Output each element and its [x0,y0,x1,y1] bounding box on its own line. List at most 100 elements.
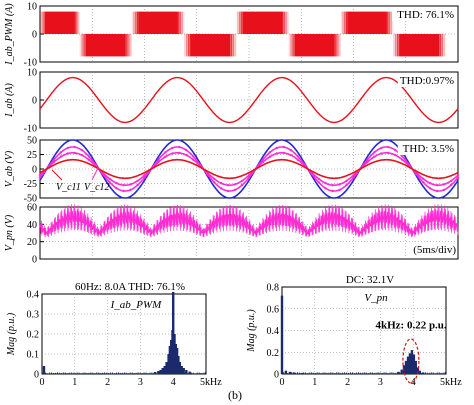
p3-series-1-marker [157,158,160,161]
p3-label-vc12: V_c12 [84,182,110,193]
s1-inner-label: I_ab_PWM [110,299,163,311]
p3-series-2-marker [317,177,320,180]
p4-ytick-label: 60 [27,203,37,214]
s2-bar [414,360,417,374]
p3-series-2-marker [442,183,446,186]
p1-halfcycle [184,34,237,57]
p3-series-2-marker [59,155,63,158]
panel-vpn: 60 40 20 0 (5ms/div) V_pn (V) [4,203,459,266]
p3-series-1-marker [366,158,369,161]
s2-bar [292,372,295,374]
p3-series-1-marker [233,188,237,191]
s1-bar [167,354,170,374]
p3-series-2-marker [115,182,118,185]
p3-series-2-marker [331,184,334,187]
p3-series-2-marker [324,182,327,185]
p3-series-1-marker [449,183,453,187]
p1-annotation: THD: 76.1% [397,9,454,21]
p3-series-1-marker [87,155,91,158]
s1-bar [154,372,157,374]
s2-bar [288,371,292,374]
p1-block [190,34,231,57]
p3-series-2-marker [226,184,230,187]
s1-bar [174,344,177,374]
p1-block [242,11,283,34]
p3-series-2-marker [366,160,369,164]
p3-series-2-marker [422,177,425,180]
p3-series-2-marker [387,151,390,155]
p3-series-1-marker [178,145,181,149]
p3-series-2-marker [87,158,91,161]
p3-series-1-marker [317,181,320,184]
p1-ylabel: I_ab_PWM (A) [4,3,15,66]
p1-halfcycle [340,11,394,34]
p3-series-2-marker [345,179,348,183]
p3-series-1-marker [456,176,460,179]
p3-series-1-marker [52,158,56,161]
s2-bar [408,353,412,374]
p1-pulse [282,11,284,34]
p3-series-2-marker [52,160,56,164]
p3-series-1-marker [296,155,299,158]
p3-series-2-marker [143,174,146,177]
p3-series-2-marker [435,184,439,187]
s2-xtick-label: 1 [312,377,317,388]
s1-xtick-label: 1 [72,377,77,388]
p3-series-1-marker [185,148,188,152]
p3-ylabel: V_ab (V) [4,150,15,187]
s2-xtick-label: 3 [378,377,383,388]
p3-series-2-marker [428,182,432,185]
panel-iab-pwm: 10 0 -10 THD: 76.1% I_ab_PWM (A) [4,2,459,69]
s1-bar [165,362,168,374]
s2-ytick-label: 0.2 [267,348,280,359]
p3-series-2-marker [122,184,125,187]
s2-bar [410,350,414,374]
p3-series-2-marker [456,174,460,177]
p1-pulse [241,11,242,34]
p3-label-vc11: V_c11 [56,182,81,193]
p3-series-1-marker [331,189,334,193]
s2-bar [280,295,284,374]
p2-series-0 [39,76,459,124]
p3-series-1-marker [164,151,167,154]
p3-series-1-marker [289,148,292,152]
p3-series-3 [39,158,459,180]
p3-series-1-marker [122,189,125,193]
p3-series-1-marker [129,188,132,191]
s1-bar [170,340,173,374]
p3-series-0 [39,139,459,199]
p3-series-1-marker [171,146,174,150]
s1-ytick-label: 0 [34,370,39,381]
p3-arrow-vc11 [51,169,63,181]
p2-annotation: THD:0.97% [400,75,454,87]
p3-series-1-marker [345,183,348,187]
p1-pulse [189,34,191,57]
s2-bar [404,360,408,374]
p3-series-1-marker [73,145,77,149]
p3-series-1-marker [268,151,272,154]
p3-series-1-marker [442,188,446,191]
p1-pulse [242,11,243,34]
s1-bar [185,370,188,374]
p1-halfcycle [131,11,185,34]
panel-vab: 50 25 0 -25 -50 THD: 3.5% V_ab (V) V_c11 V_c12 [4,136,460,205]
p3-series-1-marker [373,151,376,154]
p3-ytick-label: 50 [27,136,37,147]
s2-inner-label: V_pn [364,292,388,304]
p1-pulse [398,34,400,57]
p1-pulse [84,34,86,57]
p3-series-2-marker [240,179,244,183]
p3-series-1-marker [387,145,390,149]
p1-pulse [230,34,231,57]
p1-pulse [137,11,139,34]
s1-ylabel-text: Mag (p.u.) [6,312,17,356]
p3-series-2-marker [38,174,42,177]
p3-series-2-marker [394,153,397,157]
p3-series-1-marker [428,187,432,190]
p3-ytick-label: 0 [32,165,37,176]
p3-series-1-marker [275,146,279,150]
s2-bar [421,372,425,374]
s2-ylabel: Mag (p.u.) [246,309,257,353]
p3-series-2-marker [261,160,265,164]
